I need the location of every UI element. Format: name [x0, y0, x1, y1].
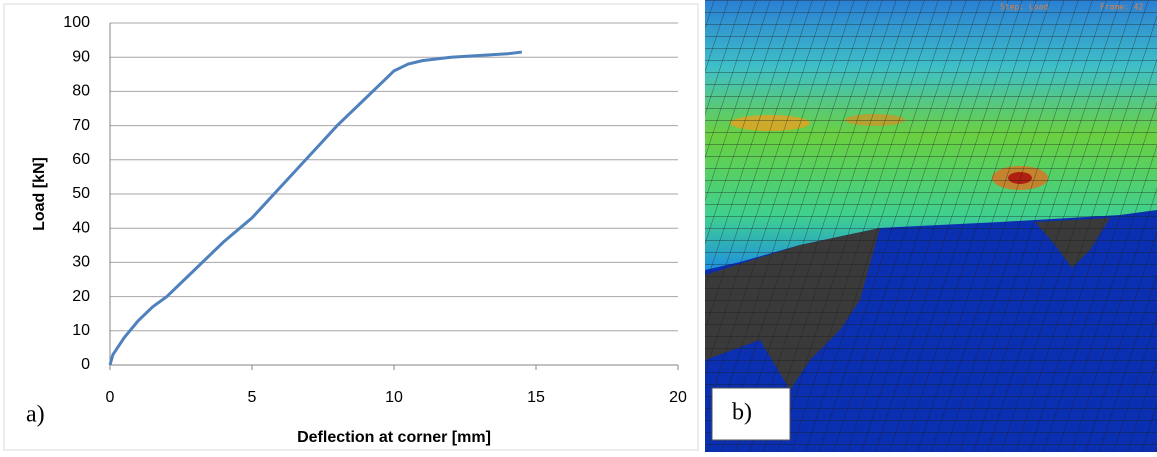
y-tick-label: 90 — [72, 48, 90, 65]
fe-image: Step: Load Frame: 42 b) — [705, 0, 1157, 452]
y-tick-label: 60 — [72, 151, 90, 168]
x-tick-label: 15 — [527, 389, 545, 406]
y-tick-label: 30 — [72, 254, 90, 271]
x-axis-label: Deflection at corner [mm] — [297, 429, 491, 446]
y-tick-label: 10 — [72, 322, 90, 339]
x-tick-label: 10 — [385, 389, 403, 406]
y-tick-label: 50 — [72, 185, 90, 202]
chart-frame — [3, 3, 699, 451]
chart: 0 10 20 30 40 50 60 70 80 90 100 0 5 10 15 20 Deflection… — [31, 14, 687, 446]
y-tick-label: 100 — [63, 14, 90, 31]
y-axis-label: Load [kN] — [31, 157, 48, 231]
mesh — [705, 0, 1157, 452]
data-line — [108, 50, 522, 366]
x-tick-label: 5 — [248, 389, 257, 406]
image-text: Step: Load — [1000, 3, 1048, 12]
y-tick-label: 70 — [72, 117, 90, 134]
x-tick-label: 0 — [106, 389, 115, 406]
y-tick-label: 80 — [72, 83, 90, 100]
panel-label: b) — [732, 400, 752, 426]
panel-label: a) — [26, 402, 45, 428]
image-text: Frame: 42 — [1100, 3, 1144, 12]
y-tick-label: 40 — [72, 219, 90, 236]
y-tick-label: 20 — [72, 288, 90, 305]
y-tick-label: 0 — [81, 356, 90, 373]
label-box — [711, 387, 791, 441]
x-tick-label: 20 — [669, 389, 687, 406]
